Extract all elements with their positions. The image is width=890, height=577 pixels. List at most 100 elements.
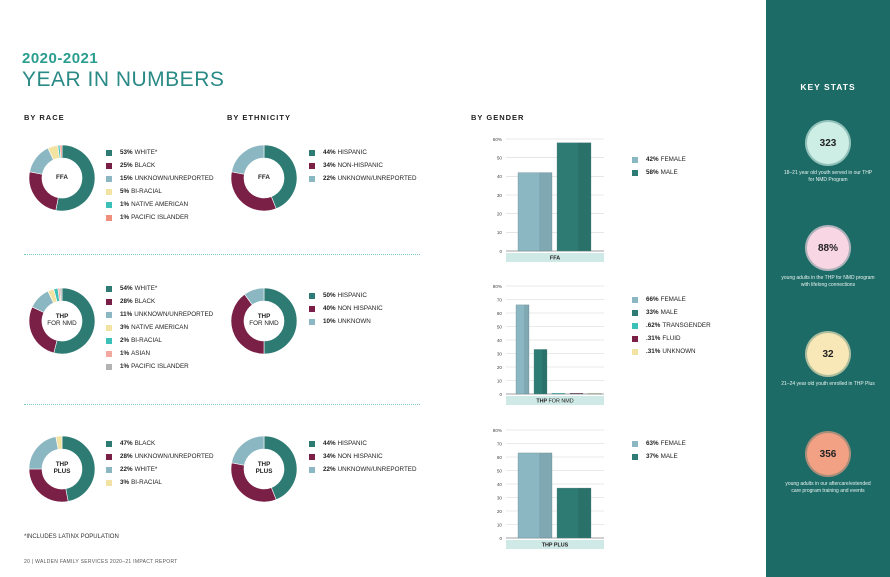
- y-tick-label: 30: [497, 351, 503, 356]
- donut-center-label: FFA: [42, 174, 82, 181]
- legend-percent: 10%: [323, 318, 336, 325]
- legend-percent: 66%: [646, 296, 659, 303]
- legend-label: FEMALE: [660, 440, 686, 447]
- legend-item: 1% PACIFIC ISLANDER: [106, 360, 213, 373]
- chart-title: FFA: [550, 256, 560, 262]
- race-legend: 47% BLACK 28% UNKNOWN/UNREPORTED 22% WHITE* 3%…: [106, 437, 214, 489]
- legend-label: BLACK: [134, 298, 156, 305]
- legend-item: 37% MALE: [632, 450, 686, 463]
- y-tick-label: 50: [497, 324, 503, 329]
- legend-label: WHITE*: [134, 466, 158, 473]
- y-tick-label: 70: [497, 441, 503, 446]
- donut-center-label: THP FOR NMD: [244, 313, 284, 327]
- donut-label-main: THP: [257, 313, 271, 320]
- legend-percent: 2%: [120, 337, 130, 344]
- legend-item: 58% MALE: [632, 166, 686, 179]
- bar: [569, 393, 584, 395]
- legend-label: UNKNOWN: [337, 318, 371, 325]
- legend-label: NATIVE AMERICAN: [131, 201, 189, 208]
- bar-shade: [578, 488, 591, 538]
- legend-item: 2% BI-RACIAL: [106, 334, 213, 347]
- donut-slice: [244, 287, 265, 306]
- y-tick-label: 10: [497, 230, 503, 235]
- chart-title-band: [506, 396, 604, 405]
- legend-item: 10% UNKNOWN: [309, 315, 383, 328]
- legend-item: 66% FEMALE: [632, 293, 711, 306]
- bar: [587, 393, 602, 395]
- gender-heading: BY GENDER: [471, 113, 525, 122]
- legend-percent: 22%: [323, 175, 336, 182]
- donut-slice: [55, 435, 63, 450]
- race-donut: [28, 435, 96, 503]
- donut-slice: [231, 144, 265, 175]
- donut-label-main: THP: [55, 313, 69, 320]
- legend-item: 40% NON HISPANIC: [309, 302, 383, 315]
- legend-label: UNKNOWN/UNREPORTED: [134, 311, 214, 318]
- legend-percent: 11%: [120, 311, 133, 318]
- legend-swatch: [632, 296, 638, 303]
- bar-shade: [539, 172, 552, 251]
- legend-label: FEMALE: [660, 156, 686, 163]
- legend-swatch: [106, 479, 112, 486]
- legend-swatch: [632, 440, 638, 447]
- y-tick-label: 0: [499, 249, 502, 254]
- section-divider: [24, 404, 420, 405]
- y-tick-label: 70: [497, 297, 503, 302]
- legend-item: .31% FLUID: [632, 332, 711, 345]
- legend-item: 25% BLACK: [106, 159, 214, 172]
- legend-label: TRANSGENDER: [662, 322, 711, 329]
- chart-title-band: [506, 253, 604, 262]
- legend-swatch: [632, 156, 638, 163]
- legend-item: 3% NATIVE AMERICAN: [106, 321, 213, 334]
- donut-center-label: FFA: [244, 174, 284, 181]
- donut-slice: [263, 287, 298, 355]
- legend-label: UNKNOWN/UNREPORTED: [337, 466, 417, 473]
- stat-value-badge: 32: [807, 333, 849, 375]
- legend-percent: 1%: [120, 363, 130, 370]
- gender-legend: 66% FEMALE 33% MALE .62% TRANSGENDER .31% FLUID…: [632, 293, 711, 358]
- legend-swatch: [632, 322, 638, 329]
- bar: [556, 142, 592, 252]
- legend-swatch: [106, 162, 112, 169]
- legend-percent: .31%: [646, 348, 661, 355]
- donut-center-label: THP PLUS: [42, 461, 82, 475]
- legend-swatch: [106, 324, 112, 331]
- legend-item: 47% BLACK: [106, 437, 214, 450]
- y-tick-label: 80%: [493, 428, 502, 433]
- chart-title: THP PLUS: [542, 543, 569, 549]
- legend-percent: .62%: [646, 322, 661, 329]
- gender-chart-thp-nmd: 0 10 20 30 40 50 60 70 80% THP FOR NMD: [493, 284, 604, 405]
- legend-label: FLUID: [662, 335, 681, 342]
- y-tick-label: 10: [497, 378, 503, 383]
- donut-center-label: THP PLUS: [244, 461, 284, 475]
- legend-item: 1% NATIVE AMERICAN: [106, 198, 214, 211]
- legend-percent: 42%: [646, 156, 659, 163]
- legend-percent: 33%: [646, 309, 659, 316]
- stat-value-badge: 88%: [807, 227, 849, 269]
- legend-label: WHITE*: [134, 149, 158, 156]
- legend-percent: 1%: [120, 350, 130, 357]
- legend-label: BI-RACIAL: [131, 479, 162, 486]
- race-legend: 54% WHITE* 28% BLACK 11% UNKNOWN/UNREPORTED 3%…: [106, 282, 213, 373]
- stat-value-badge: 323: [807, 122, 849, 164]
- legend-swatch: [106, 149, 112, 156]
- legend-label: BI-RACIAL: [131, 337, 162, 344]
- stat-value-badge: 356: [807, 433, 849, 475]
- legend-label: HISPANIC: [337, 440, 367, 447]
- legend-label: UNKNOWN/UNREPORTED: [134, 175, 214, 182]
- legend-label: BLACK: [134, 440, 156, 447]
- stat-description: young adults in our aftercare/extended c…: [785, 481, 871, 494]
- legend-percent: .31%: [646, 335, 661, 342]
- donut-slice: [263, 144, 298, 210]
- stat-description: 21–24 year old youth enrolled in THP Plu…: [781, 381, 875, 387]
- legend-item: 22% WHITE*: [106, 463, 214, 476]
- donut-slice: [263, 435, 298, 501]
- page-footer: 20 | WALDEN FAMILY SERVICES 2020–21 IMPA…: [24, 559, 178, 565]
- y-tick-label: 40: [497, 482, 503, 487]
- donut-center-label: THP FOR NMD: [42, 313, 82, 327]
- legend-swatch: [309, 453, 315, 460]
- legend-swatch: [106, 285, 112, 292]
- ethnicity-heading: BY ETHNICITY: [227, 113, 291, 122]
- stat-description: 18–21 year old youth served in our THP f…: [783, 170, 873, 183]
- legend-percent: 22%: [323, 466, 336, 473]
